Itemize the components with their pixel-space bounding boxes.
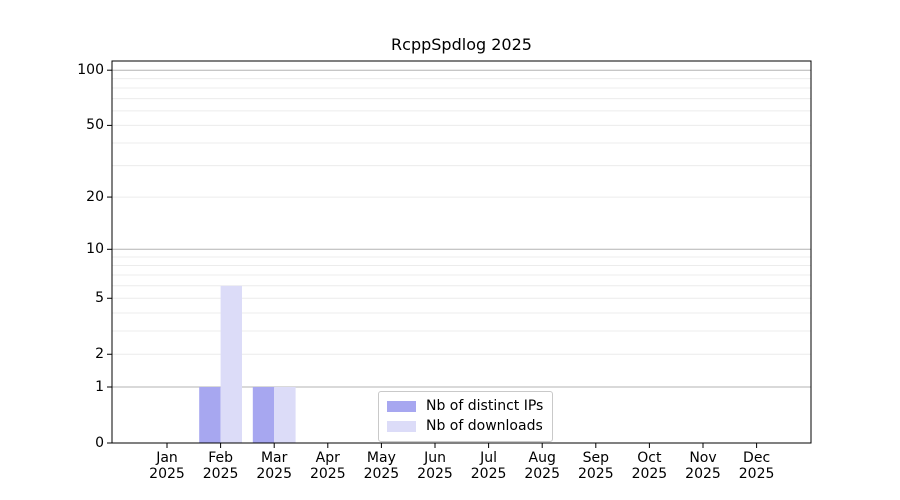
month-label: Feb (208, 450, 233, 466)
year-label: 2025 (577, 466, 614, 482)
y-tick-label-1: 1 (95, 379, 104, 395)
year-label: 2025 (202, 466, 239, 482)
year-label: 2025 (738, 466, 775, 482)
month-label: Sep (582, 450, 609, 466)
year-label: 2025 (256, 466, 292, 482)
month-label: Nov (689, 450, 717, 466)
y-tick-label-0: 0 (95, 435, 104, 451)
year-label: 2025 (685, 466, 721, 482)
x-tick-label-sep: Sep 2025 (564, 450, 628, 482)
year-label: 2025 (363, 466, 400, 482)
year-label: 2025 (524, 466, 560, 482)
year-label: 2025 (309, 466, 346, 482)
legend-item-nb-of-distinct-ips: Nb of distinct IPs (387, 397, 543, 415)
legend: Nb of distinct IPs Nb of downloads (378, 391, 554, 442)
bar-feb-nb-of-downloads (220, 285, 242, 443)
x-tick-label-jan: Jan 2025 (135, 450, 199, 482)
x-tick-label-jun: Jun 2025 (403, 450, 467, 482)
y-tick-label-10: 10 (86, 241, 104, 258)
month-label: Jan (156, 450, 178, 466)
legend-item-nb-of-downloads: Nb of downloads (387, 417, 543, 435)
month-label: Apr (315, 450, 340, 466)
x-tick-label-oct: Oct 2025 (617, 450, 681, 482)
year-label: 2025 (149, 466, 185, 482)
x-tick-label-feb: Feb 2025 (189, 450, 253, 482)
month-label: Mar (260, 450, 288, 466)
x-tick-label-mar: Mar 2025 (242, 450, 306, 482)
bar-mar-nb-of-downloads (274, 387, 296, 443)
y-tick-label-5: 5 (95, 290, 104, 307)
bar-mar-nb-of-distinct-ips (252, 387, 275, 443)
chart-title: RcppSpdlog 2025 (391, 35, 532, 54)
legend-label: Nb of downloads (426, 418, 543, 434)
y-tick-label-20: 20 (86, 189, 104, 206)
month-label: Aug (528, 450, 556, 466)
month-label: Jul (480, 450, 498, 466)
month-label: Dec (743, 450, 771, 466)
y-tick-label-50: 50 (86, 117, 104, 134)
year-label: 2025 (631, 466, 668, 482)
x-tick-label-may: May 2025 (349, 450, 413, 482)
legend-swatch-icon (387, 420, 416, 432)
x-tick-label-dec: Dec 2025 (725, 450, 789, 482)
month-label: Oct (637, 450, 662, 466)
x-tick-label-aug: Aug 2025 (510, 450, 574, 482)
x-tick-label-apr: Apr 2025 (296, 450, 360, 482)
y-tick-label-2: 2 (95, 346, 104, 363)
bar-feb-nb-of-distinct-ips (199, 387, 221, 443)
month-label: Jun (424, 450, 446, 466)
legend-label: Nb of distinct IPs (426, 398, 544, 414)
x-tick-label-nov: Nov 2025 (671, 450, 735, 482)
year-label: 2025 (470, 466, 507, 482)
y-tick-label-100: 100 (77, 62, 104, 79)
month-label: May (366, 450, 396, 466)
x-tick-label-jul: Jul 2025 (457, 450, 521, 482)
plot-border (111, 60, 812, 444)
legend-swatch-icon (387, 400, 416, 412)
year-label: 2025 (417, 466, 453, 482)
